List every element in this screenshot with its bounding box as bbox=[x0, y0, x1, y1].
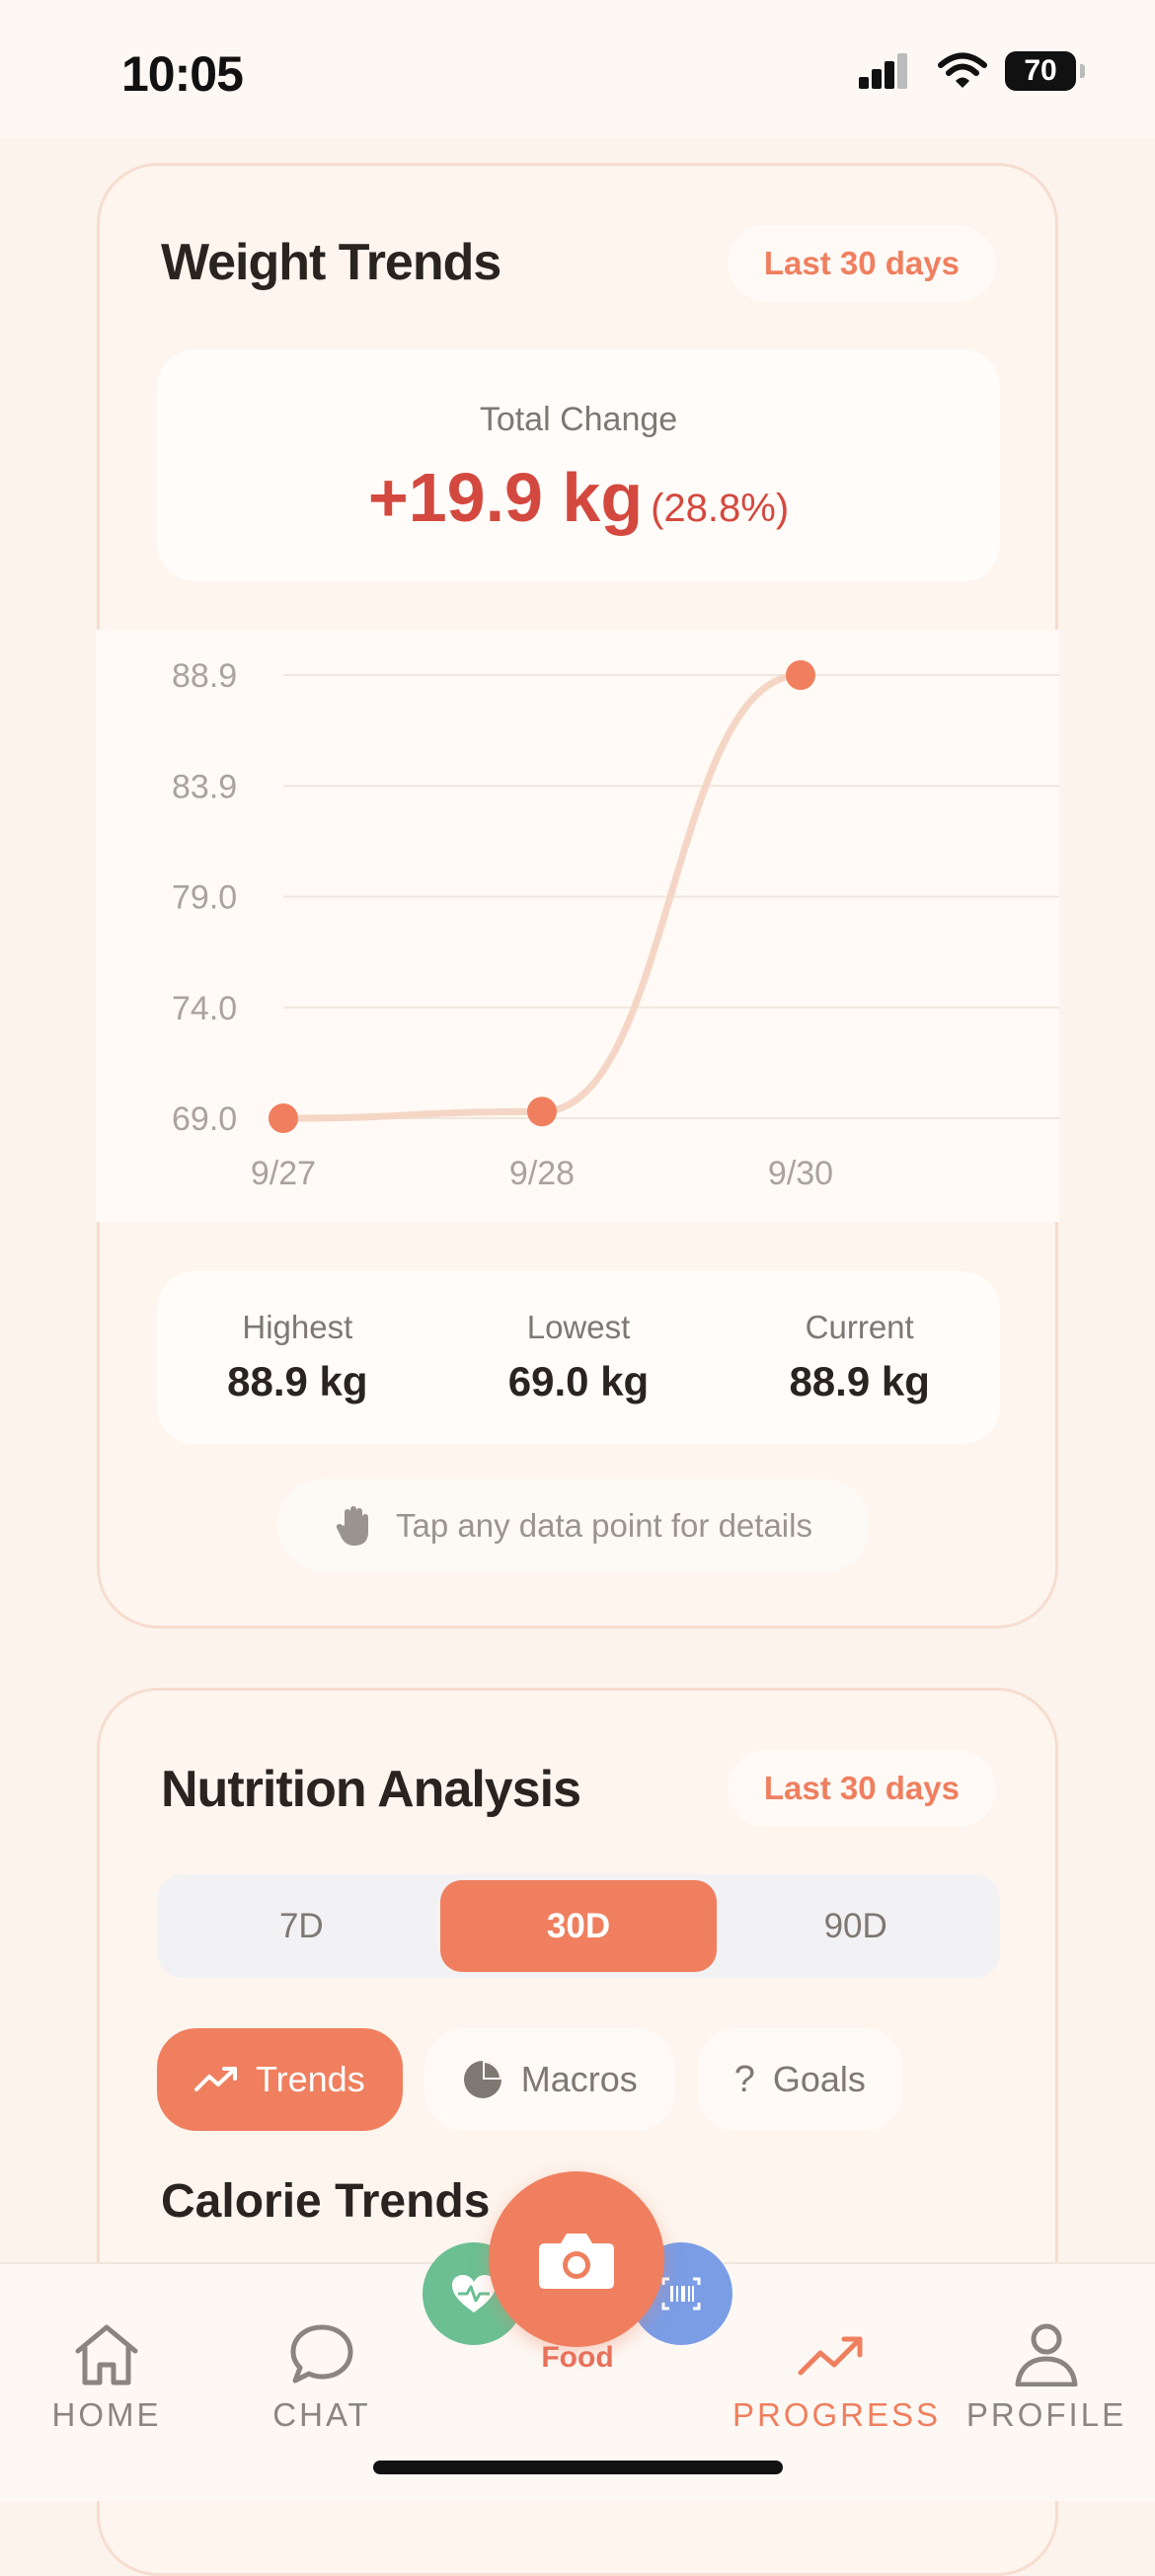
data-point bbox=[527, 1097, 557, 1127]
stat-label: Current bbox=[805, 1309, 914, 1345]
stat-value: 69.0 kg bbox=[507, 1358, 650, 1404]
chip-label: Macros bbox=[520, 2059, 638, 2099]
total-change-label: Total Change bbox=[479, 401, 678, 438]
period-segmented-control: 7D 30D 90D bbox=[157, 1874, 1000, 1978]
y-tick-label: 88.9 bbox=[172, 657, 237, 695]
tap-hint: Tap any data point for details bbox=[277, 1478, 870, 1572]
stat-current: Current 88.9 kg bbox=[719, 1271, 1000, 1444]
pie-chart-icon bbox=[463, 2061, 501, 2098]
y-tick-label: 74.0 bbox=[172, 990, 237, 1027]
battery-icon: 70 bbox=[1005, 51, 1085, 91]
stat-highest: Highest 88.9 kg bbox=[157, 1271, 438, 1444]
stat-value: 88.9 kg bbox=[227, 1358, 368, 1404]
stat-label: Lowest bbox=[526, 1309, 631, 1345]
barcode-icon bbox=[661, 2277, 701, 2311]
weight-chart: 88.9 83.9 79.0 74.0 69.0 9/27 9/28 9/30 bbox=[96, 630, 1059, 1222]
wifi-icon bbox=[938, 52, 987, 88]
nutrition-range-pill[interactable]: Last 30 days bbox=[727, 1750, 996, 1827]
x-tick-label: 9/27 bbox=[251, 1155, 316, 1192]
status-time: 10:05 bbox=[121, 46, 244, 102]
tab-profile[interactable]: PROFILE bbox=[948, 2321, 1145, 2434]
weight-stats: Highest 88.9 kg Lowest 69.0 kg Current 8… bbox=[157, 1271, 1000, 1444]
heart-pulse-icon bbox=[452, 2275, 496, 2312]
tab-progress[interactable]: PROGRESS bbox=[732, 2321, 938, 2434]
total-change-amount: +19.9 kg bbox=[367, 459, 644, 536]
segment-90d[interactable]: 90D bbox=[823, 1906, 887, 1945]
food-label: Food bbox=[541, 2341, 614, 2374]
y-tick-label: 69.0 bbox=[172, 1100, 237, 1138]
question-icon: ? bbox=[733, 2058, 755, 2100]
weight-series-line bbox=[279, 671, 805, 1122]
y-tick-label: 83.9 bbox=[172, 768, 237, 805]
x-tick-label: 9/28 bbox=[509, 1155, 575, 1192]
hand-icon bbox=[336, 1505, 369, 1546]
home-icon bbox=[75, 2324, 138, 2386]
chip-label: Goals bbox=[772, 2059, 866, 2099]
total-change-percent: (28.8%) bbox=[651, 487, 790, 530]
total-change-box: Total Change +19.9 kg (28.8%) bbox=[157, 349, 1000, 581]
person-icon bbox=[1015, 2323, 1078, 2387]
chip-goals[interactable]: ? Goals bbox=[696, 2028, 903, 2131]
weight-line-chart: 88.9 83.9 79.0 74.0 69.0 9/27 9/28 9/30 bbox=[172, 657, 1059, 1192]
stat-label: Highest bbox=[242, 1309, 353, 1345]
calorie-trends-heading: Calorie Trends bbox=[161, 2175, 491, 2228]
tab-chat[interactable]: CHAT bbox=[223, 2321, 421, 2434]
chip-macros[interactable]: Macros bbox=[424, 2028, 675, 2131]
cellular-signal-icon bbox=[859, 53, 920, 89]
x-tick-label: 9/30 bbox=[768, 1155, 833, 1192]
tap-hint-text: Tap any data point for details bbox=[396, 1506, 812, 1544]
data-point bbox=[269, 1103, 298, 1133]
weight-range-pill[interactable]: Last 30 days bbox=[727, 225, 996, 302]
y-tick-label: 79.0 bbox=[172, 879, 237, 917]
trend-up-icon bbox=[798, 2336, 863, 2376]
stat-lowest: Lowest 69.0 kg bbox=[438, 1271, 720, 1444]
analysis-chips: Trends Macros ? Goals bbox=[157, 2028, 903, 2131]
tab-label: PROGRESS bbox=[732, 2396, 942, 2433]
stat-value: 88.9 kg bbox=[789, 1358, 930, 1404]
total-change-value: +19.9 kg (28.8%) bbox=[157, 458, 1000, 537]
chat-bubble-icon bbox=[290, 2324, 353, 2384]
tab-label: PROFILE bbox=[965, 2396, 1127, 2433]
segment-7d[interactable]: 7D bbox=[278, 1906, 324, 1945]
camera-icon bbox=[539, 2234, 614, 2289]
home-indicator bbox=[373, 2461, 783, 2474]
status-icons: 70 bbox=[859, 51, 1085, 91]
tab-label: HOME bbox=[51, 2396, 162, 2433]
segment-30d[interactable]: 30D bbox=[439, 1880, 718, 1972]
tab-label: CHAT bbox=[272, 2396, 371, 2433]
weight-trends-title: Weight Trends bbox=[161, 234, 501, 291]
food-camera-button[interactable] bbox=[489, 2171, 664, 2347]
status-bar: 10:05 70 bbox=[0, 0, 1155, 138]
trend-up-icon bbox=[194, 2067, 237, 2091]
data-point bbox=[786, 660, 815, 690]
chip-label: Trends bbox=[256, 2059, 365, 2099]
chip-trends[interactable]: Trends bbox=[157, 2028, 403, 2131]
nutrition-title: Nutrition Analysis bbox=[161, 1761, 581, 1818]
tab-home[interactable]: HOME bbox=[8, 2321, 205, 2434]
